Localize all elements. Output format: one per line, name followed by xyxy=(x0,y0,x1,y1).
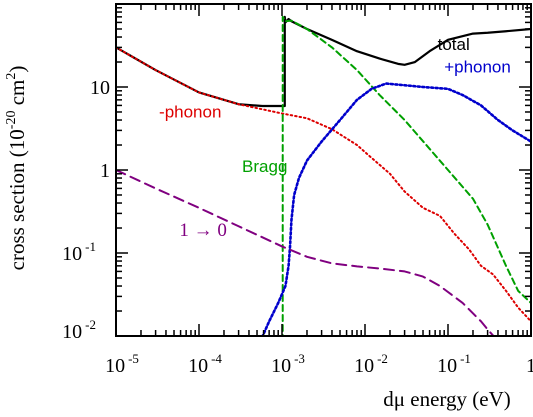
y-axis-title: cross section (10-20 cm2) xyxy=(4,66,29,271)
y-tick-labels: 10 -2 10 -1 1 10 xyxy=(62,77,110,343)
series-line-1-0 xyxy=(116,169,495,336)
x-axis-title: dμ energy (eV) xyxy=(383,387,511,411)
y-axis-title-exp1: -20 xyxy=(4,111,19,130)
y-tick-label: 1 xyxy=(100,160,110,182)
x-tick-label: 10 -5 xyxy=(105,351,139,377)
annotation-total: total xyxy=(438,35,470,54)
series-line-bragg xyxy=(281,15,531,336)
x-tick-label: 10 -1 xyxy=(437,351,471,377)
x-tick-label: 10 -2 xyxy=(354,351,388,377)
x-tick-labels: 10 -5 10 -4 10 -3 10 -2 10 -1 1 xyxy=(105,351,533,377)
y-tick-label: 10 xyxy=(90,77,110,99)
annotation-bragg: Bragg xyxy=(242,157,287,176)
x-axis-title-rest: energy (eV) xyxy=(405,387,511,411)
y-axis-title-exp2: 2 xyxy=(4,73,19,80)
annotation-phonon: -phonon xyxy=(159,102,221,121)
x-tick-label: 1 xyxy=(526,355,533,377)
annotation-phonon: +phonon xyxy=(444,57,511,76)
series-line-phonon xyxy=(116,46,531,323)
x-axis-title-greek: dμ xyxy=(383,387,405,411)
annotation-1-0: 1 → 0 xyxy=(179,220,227,241)
series-line-phonon xyxy=(261,82,531,336)
x-tick-label: 10 -4 xyxy=(188,351,222,377)
annotations: total +phonon -phonon Bragg 1 → 0 xyxy=(159,35,511,241)
y-axis-title-end: ) xyxy=(5,66,29,73)
plot-area xyxy=(116,15,531,336)
x-tick-label: 10 -3 xyxy=(271,351,305,377)
plot-frame xyxy=(115,3,532,337)
y-tick-label: 10 -1 xyxy=(62,239,96,265)
y-axis-title-mid: cm xyxy=(5,80,29,111)
y-axis-title-base: cross section (10 xyxy=(5,129,29,270)
y-tick-label: 10 -2 xyxy=(62,317,96,343)
series-line-total xyxy=(116,15,531,108)
